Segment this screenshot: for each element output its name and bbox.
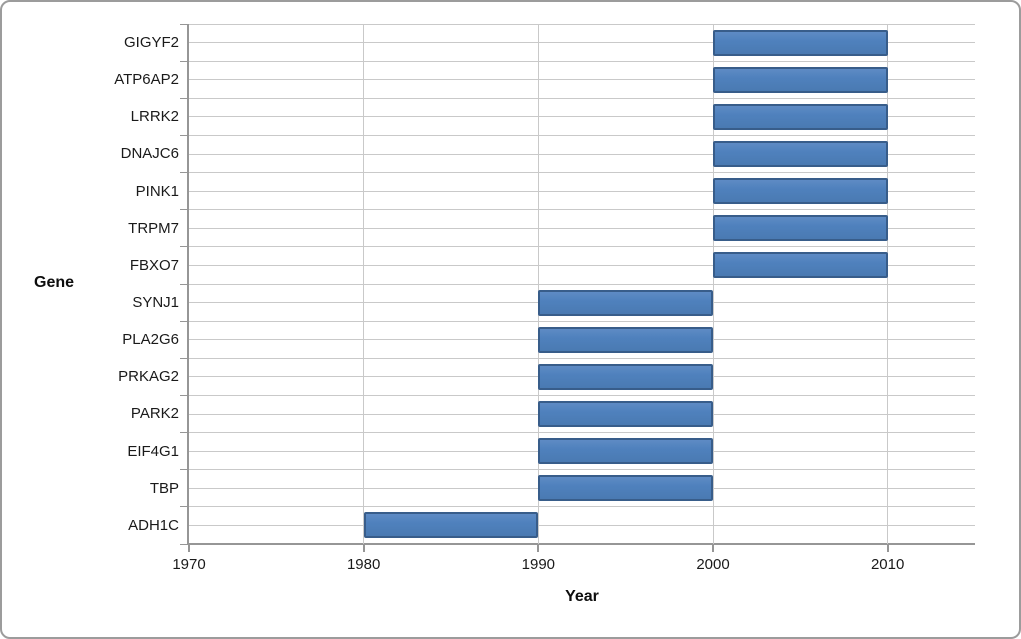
y-axis-label: GIGYF2 [123, 34, 179, 51]
y-axis-tick [180, 172, 187, 174]
horizontal-gridline [189, 153, 975, 155]
y-axis-tick [180, 23, 187, 25]
horizontal-gridline [189, 227, 975, 229]
vertical-gridline [537, 24, 539, 544]
horizontal-gridline [189, 524, 975, 526]
bar-lrrk2 [713, 103, 888, 130]
x-axis-tick-label: 1990 [521, 556, 556, 573]
y-axis-tick [180, 134, 187, 136]
y-axis-label: ATP6AP2 [114, 71, 179, 89]
bar-trpm7 [713, 215, 888, 242]
x-axis-tick [537, 544, 540, 552]
y-axis-label: PRKAG2 [118, 368, 179, 386]
x-axis-title: Year [565, 588, 599, 605]
y-axis-label: ADH1C [128, 516, 179, 534]
y-axis-title: Gene [34, 274, 75, 291]
y-axis-tick [180, 469, 187, 471]
horizontal-gridline [189, 394, 975, 396]
y-axis-tick [180, 543, 187, 545]
bar-tbp [538, 475, 713, 502]
x-axis-tick [362, 544, 365, 552]
x-axis-tick-label: 1980 [346, 556, 381, 573]
y-axis-label: LRRK2 [130, 108, 179, 126]
horizontal-gridline [189, 190, 975, 192]
horizontal-gridline [189, 42, 975, 44]
bar-gigyf2 [713, 29, 888, 56]
y-axis-tick [180, 320, 187, 322]
bar-pink1 [713, 178, 888, 205]
x-axis-tick [188, 544, 190, 552]
horizontal-gridline [189, 172, 975, 174]
horizontal-gridline [189, 209, 975, 211]
y-axis-label: TRPM7 [128, 219, 179, 237]
x-axis-tick-label: 1970 [172, 556, 206, 573]
horizontal-gridline [189, 506, 975, 508]
y-axis-tick [180, 283, 187, 285]
y-axis-label: FBXO7 [129, 256, 179, 274]
horizontal-gridline [189, 97, 975, 99]
y-axis-label: TBP [149, 479, 179, 497]
y-axis-label: PARK2 [130, 405, 179, 423]
bar-dnajc6 [713, 141, 888, 167]
horizontal-gridline [189, 264, 975, 266]
bar-eif4g1 [538, 438, 713, 465]
bar-adh1c [363, 512, 539, 539]
plot-area [180, 23, 975, 552]
y-axis-label: EIF4G1 [127, 442, 179, 460]
bar-park2 [538, 401, 713, 427]
vertical-gridline [363, 24, 365, 544]
horizontal-gridline [189, 469, 975, 471]
y-axis-label: PINK1 [135, 182, 179, 200]
y-axis-tick [180, 357, 187, 359]
horizontal-gridline [189, 320, 975, 322]
horizontal-gridline [189, 283, 975, 285]
x-axis-tick-label: 2010 [870, 556, 905, 573]
horizontal-gridline [189, 134, 975, 136]
y-axis-tick [180, 97, 187, 99]
y-axis-label: SYNJ1 [132, 294, 179, 311]
bar-atp6ap2 [713, 66, 888, 93]
horizontal-gridline [189, 246, 975, 248]
y-axis-tick [180, 60, 187, 62]
x-axis-line [187, 543, 975, 545]
y-axis-tick [180, 506, 187, 508]
y-axis-tick [180, 209, 187, 211]
horizontal-gridline [189, 60, 975, 62]
y-axis-line [187, 24, 189, 544]
x-axis-tick-label: 2000 [696, 556, 730, 573]
bar-prkag2 [538, 363, 713, 390]
y-axis-tick [180, 432, 187, 434]
x-axis-tick [712, 544, 714, 552]
x-axis-tick [886, 544, 889, 552]
bar-synj1 [538, 289, 713, 316]
vertical-gridline [887, 24, 889, 544]
horizontal-gridline [189, 116, 975, 118]
bar-fbxo7 [713, 252, 888, 279]
y-axis-label: PLA2G6 [122, 331, 179, 349]
horizontal-gridline [189, 432, 975, 434]
y-axis-tick [180, 394, 187, 396]
y-axis-tick [180, 246, 187, 248]
horizontal-gridline [189, 23, 975, 25]
horizontal-gridline [189, 357, 975, 359]
horizontal-gridline [189, 79, 975, 81]
bar-pla2g6 [538, 326, 713, 353]
vertical-gridline [712, 24, 714, 544]
y-axis-label: DNAJC6 [120, 145, 179, 163]
